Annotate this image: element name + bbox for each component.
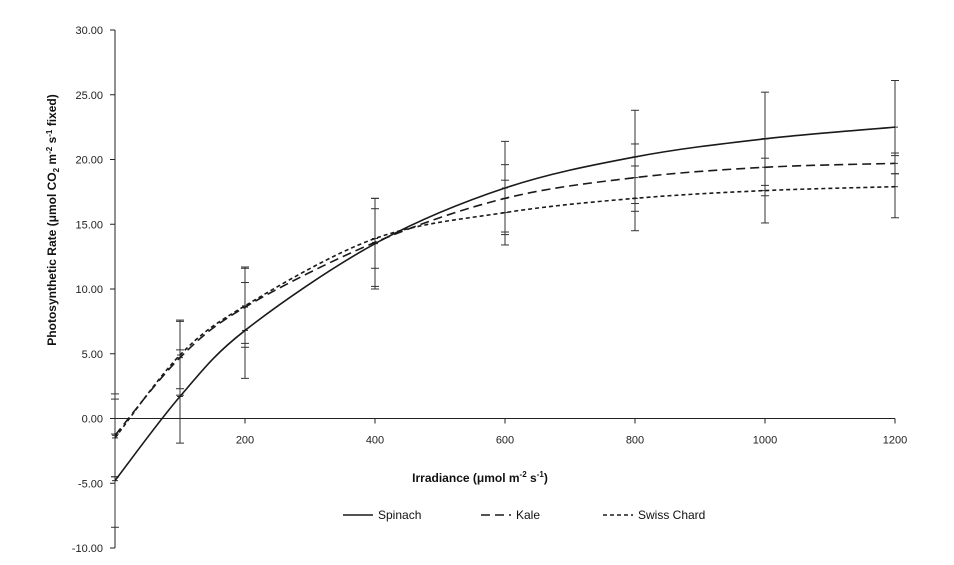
y-ticks: -10.00 -5.00 0.00 5.00 10.00 15.00 20.00 25.00 3… <box>72 25 115 555</box>
y-tick-label: -10.00 <box>72 543 103 555</box>
series-line-swiss-chard <box>114 185 896 439</box>
legend-label: Kale <box>516 508 540 522</box>
x-tick-label: 1200 <box>883 435 907 447</box>
error-bars <box>111 80 899 528</box>
x-tick-label: 1000 <box>753 435 777 447</box>
legend-label: Swiss Chard <box>638 508 705 522</box>
legend-label: Spinach <box>378 508 421 522</box>
series-line-kale <box>114 162 896 436</box>
legend: Spinach Kale Swiss Chard <box>343 508 705 522</box>
x-tick-label: 600 <box>496 435 514 447</box>
y-tick-label: 25.00 <box>75 90 103 102</box>
x-axis-title: Irradiance (μmol m-2 s-1) <box>412 470 548 485</box>
x-tick-label: 400 <box>366 435 384 447</box>
x-tick-label: 200 <box>236 435 254 447</box>
y-tick-label: -5.00 <box>78 478 103 490</box>
series-line-spinach <box>114 126 896 482</box>
series-lines <box>114 126 896 482</box>
y-tick-label: 20.00 <box>75 155 103 167</box>
x-tick-label: 800 <box>626 435 644 447</box>
y-tick-label: 5.00 <box>82 349 103 361</box>
y-tick-label: 15.00 <box>75 219 103 231</box>
y-tick-label: 0.00 <box>82 414 103 426</box>
y-axis-title: Photosynthetic Rate (μmol CO2 m-2 s-1 fi… <box>45 94 61 345</box>
y-tick-label: 10.00 <box>75 284 103 296</box>
x-ticks: 200 400 600 800 1000 1200 <box>236 418 907 447</box>
y-tick-label: 30.00 <box>75 25 103 37</box>
